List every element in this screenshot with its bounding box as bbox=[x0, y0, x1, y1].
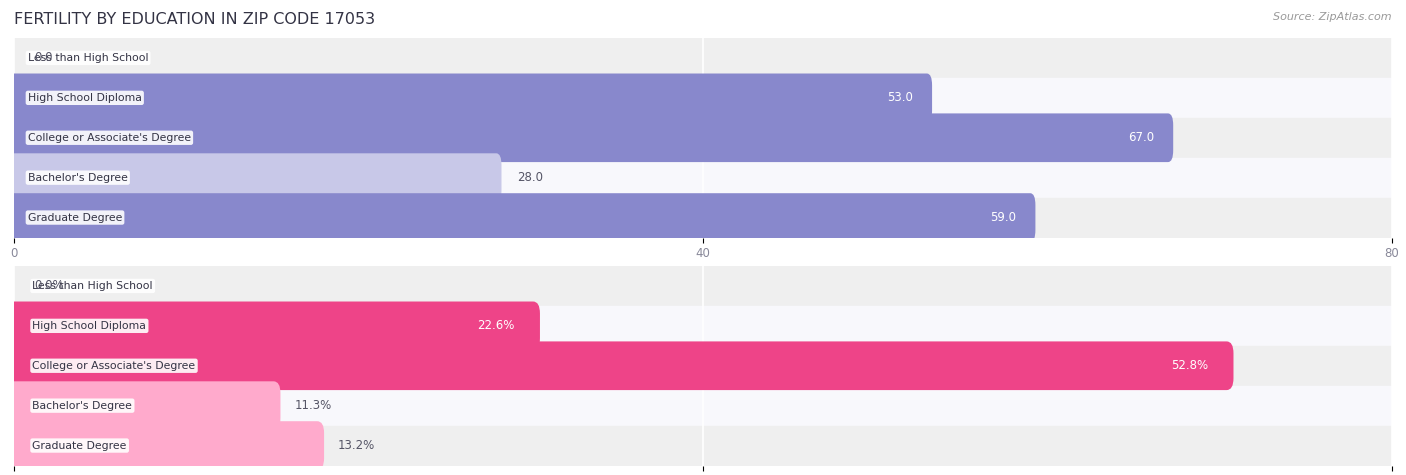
Bar bbox=[14, 118, 1392, 158]
Text: 67.0: 67.0 bbox=[1128, 131, 1154, 144]
Text: 22.6%: 22.6% bbox=[477, 319, 515, 332]
FancyBboxPatch shape bbox=[8, 74, 932, 122]
Text: Less than High School: Less than High School bbox=[28, 53, 149, 63]
Text: College or Associate's Degree: College or Associate's Degree bbox=[32, 361, 195, 371]
Text: 28.0: 28.0 bbox=[517, 171, 543, 184]
Text: High School Diploma: High School Diploma bbox=[28, 93, 142, 103]
Bar bbox=[14, 158, 1392, 198]
Text: 59.0: 59.0 bbox=[990, 211, 1017, 224]
Text: 0.0%: 0.0% bbox=[35, 279, 65, 293]
Text: 13.2%: 13.2% bbox=[337, 439, 375, 452]
Bar bbox=[14, 198, 1392, 238]
Bar bbox=[14, 266, 1392, 306]
FancyBboxPatch shape bbox=[7, 342, 1233, 390]
Text: Graduate Degree: Graduate Degree bbox=[32, 440, 127, 451]
FancyBboxPatch shape bbox=[8, 114, 1173, 162]
Text: 11.3%: 11.3% bbox=[294, 399, 332, 412]
Bar bbox=[14, 78, 1392, 118]
Text: Graduate Degree: Graduate Degree bbox=[28, 212, 122, 223]
FancyBboxPatch shape bbox=[7, 302, 540, 350]
FancyBboxPatch shape bbox=[8, 153, 502, 202]
Bar bbox=[14, 38, 1392, 78]
Text: Less than High School: Less than High School bbox=[32, 281, 153, 291]
FancyBboxPatch shape bbox=[7, 421, 325, 470]
Text: 0.0: 0.0 bbox=[35, 51, 53, 65]
Bar bbox=[14, 386, 1392, 426]
FancyBboxPatch shape bbox=[7, 381, 280, 430]
Text: 53.0: 53.0 bbox=[887, 91, 912, 104]
Text: High School Diploma: High School Diploma bbox=[32, 321, 146, 331]
Bar bbox=[14, 306, 1392, 346]
Bar bbox=[14, 346, 1392, 386]
Text: Bachelor's Degree: Bachelor's Degree bbox=[32, 400, 132, 411]
Text: College or Associate's Degree: College or Associate's Degree bbox=[28, 133, 191, 143]
Text: 52.8%: 52.8% bbox=[1171, 359, 1208, 372]
Bar bbox=[14, 426, 1392, 466]
Text: Bachelor's Degree: Bachelor's Degree bbox=[28, 172, 128, 183]
FancyBboxPatch shape bbox=[8, 193, 1035, 242]
Text: Source: ZipAtlas.com: Source: ZipAtlas.com bbox=[1274, 12, 1392, 22]
Text: FERTILITY BY EDUCATION IN ZIP CODE 17053: FERTILITY BY EDUCATION IN ZIP CODE 17053 bbox=[14, 12, 375, 27]
